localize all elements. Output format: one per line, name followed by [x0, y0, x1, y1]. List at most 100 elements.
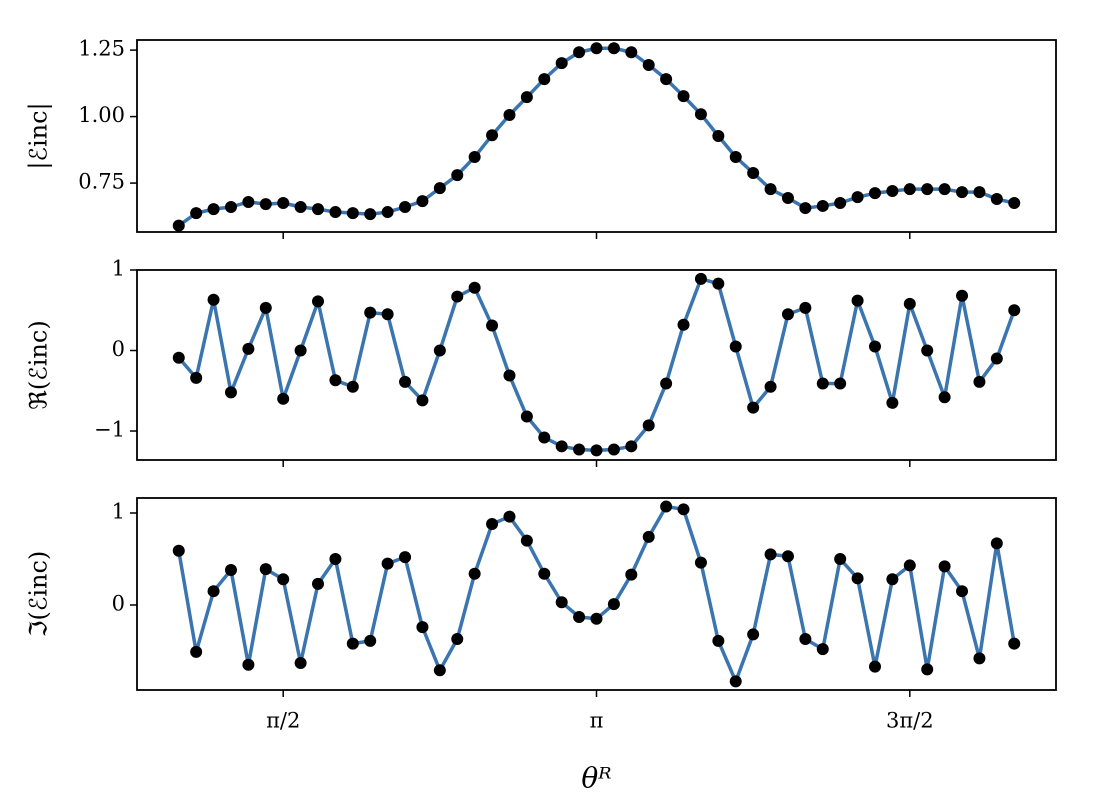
- marker: [520, 534, 533, 547]
- marker: [468, 567, 481, 580]
- x-axis-label: θᴿ: [581, 762, 611, 795]
- marker: [590, 444, 603, 457]
- marker: [886, 185, 899, 198]
- marker: [642, 419, 655, 432]
- marker: [381, 206, 394, 219]
- line: [177, 504, 1016, 684]
- marker: [903, 183, 916, 196]
- marker: [294, 656, 307, 669]
- marker: [642, 58, 655, 71]
- marker: [903, 559, 916, 572]
- marker: [921, 344, 934, 357]
- marker: [694, 556, 707, 569]
- marker: [973, 375, 986, 388]
- marker: [172, 219, 185, 232]
- marker: [868, 340, 881, 353]
- marker: [399, 551, 412, 564]
- marker: [224, 386, 237, 399]
- marker: [886, 396, 899, 409]
- marker: [451, 633, 464, 646]
- marker: [712, 277, 725, 290]
- marker: [190, 371, 203, 384]
- marker: [851, 572, 864, 585]
- marker: [207, 293, 220, 306]
- marker: [607, 598, 620, 611]
- marker: [329, 206, 342, 219]
- marker: [607, 42, 620, 55]
- marker: [573, 443, 586, 456]
- marker: [433, 344, 446, 357]
- marker: [729, 151, 742, 164]
- marker: [555, 596, 568, 609]
- marker: [816, 377, 829, 390]
- marker: [990, 537, 1003, 550]
- y-tick-label: 0: [112, 337, 125, 361]
- marker: [242, 342, 255, 355]
- marker: [729, 675, 742, 688]
- marker: [990, 352, 1003, 365]
- marker: [834, 552, 847, 565]
- y-tick-label: 1.25: [78, 37, 125, 61]
- marker: [799, 301, 812, 314]
- marker: [625, 46, 638, 59]
- marker: [364, 634, 377, 647]
- marker: [625, 440, 638, 453]
- marker: [329, 552, 342, 565]
- marker: [433, 182, 446, 195]
- marker: [973, 186, 986, 199]
- marker: [1008, 637, 1021, 650]
- marker: [277, 197, 290, 210]
- marker: [938, 560, 951, 573]
- marker: [207, 203, 220, 216]
- marker: [921, 183, 934, 196]
- marker: [364, 208, 377, 221]
- marker: [277, 392, 290, 405]
- y-tick-label: 0.75: [78, 170, 125, 194]
- marker: [956, 585, 969, 598]
- marker: [764, 548, 777, 561]
- marker: [224, 564, 237, 577]
- marker: [433, 664, 446, 677]
- marker: [694, 108, 707, 121]
- marker: [781, 308, 794, 321]
- y-axis-label: ℜ(ℰinc): [25, 320, 53, 409]
- marker: [486, 129, 499, 142]
- marker: [781, 550, 794, 563]
- marker: [816, 199, 829, 212]
- marker: [868, 660, 881, 673]
- marker: [538, 431, 551, 444]
- marker: [346, 637, 359, 650]
- marker: [451, 290, 464, 303]
- marker: [677, 318, 690, 331]
- marker: [381, 557, 394, 570]
- marker: [642, 530, 655, 543]
- marker: [538, 567, 551, 580]
- marker: [973, 652, 986, 665]
- axes-frame: [136, 39, 1057, 233]
- marker: [329, 374, 342, 387]
- marker: [416, 394, 429, 407]
- marker: [816, 643, 829, 656]
- marker: [851, 294, 864, 307]
- marker: [834, 197, 847, 210]
- marker: [956, 186, 969, 199]
- line: [177, 277, 1016, 453]
- marker: [259, 198, 272, 211]
- marker: [868, 187, 881, 200]
- marker: [312, 203, 325, 216]
- marker: [381, 308, 394, 321]
- y-tick-label: 1: [112, 499, 125, 523]
- marker: [416, 195, 429, 208]
- marker: [573, 610, 586, 623]
- marker: [172, 544, 185, 557]
- x-tick-label: 3π/2: [886, 709, 934, 733]
- y-tick-label: 1.00: [78, 103, 125, 127]
- marker: [259, 301, 272, 314]
- marker: [294, 201, 307, 214]
- marker: [242, 658, 255, 671]
- marker: [312, 295, 325, 308]
- marker: [346, 380, 359, 393]
- marker: [747, 628, 760, 641]
- y-axis-label: ℑ(ℰinc): [25, 551, 53, 638]
